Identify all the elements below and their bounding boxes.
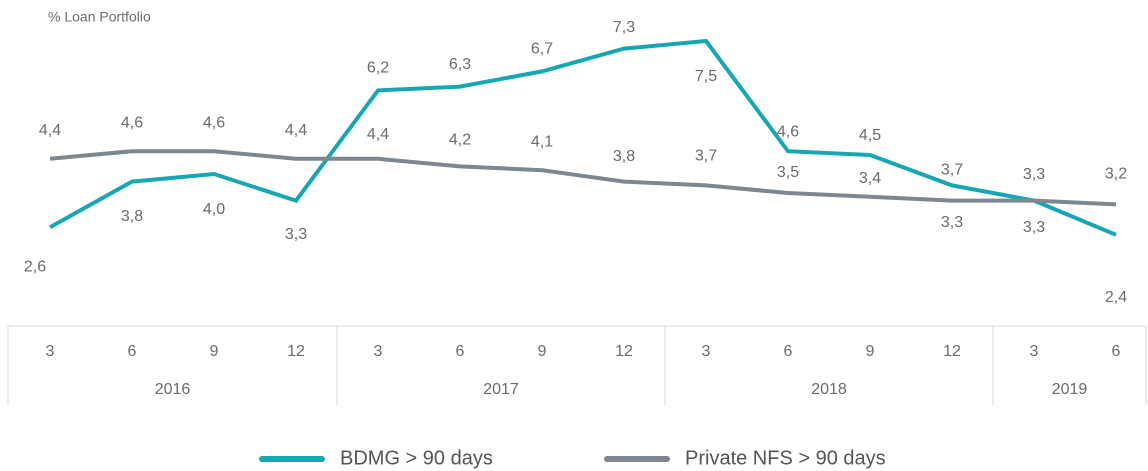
x-tick-label: 3 — [1030, 343, 1039, 360]
data-label: 4,0 — [203, 201, 225, 218]
data-label: 3,3 — [941, 214, 963, 231]
data-label: 4,4 — [367, 126, 389, 143]
data-label: 4,1 — [531, 133, 553, 150]
data-label: 4,4 — [285, 122, 307, 139]
x-tick-label: 6 — [1112, 343, 1121, 360]
data-label: 3,7 — [941, 162, 963, 179]
data-label: 6,2 — [367, 60, 389, 77]
x-tick-label: 9 — [210, 343, 219, 360]
x-tick-label: 9 — [538, 343, 547, 360]
data-label: 4,6 — [203, 114, 225, 131]
data-label: 3,7 — [695, 148, 717, 165]
x-tick-label: 12 — [287, 343, 305, 360]
x-tick-label: 12 — [615, 343, 633, 360]
data-label: 3,3 — [1023, 166, 1045, 183]
x-tick-label: 6 — [128, 343, 137, 360]
data-label: 2,6 — [24, 258, 46, 275]
axis-title: % Loan Portfolio — [48, 9, 151, 25]
data-label: 3,5 — [777, 164, 799, 181]
data-label: 4,2 — [449, 132, 471, 149]
data-label: 3,4 — [859, 170, 881, 187]
data-label: 3,3 — [285, 226, 307, 243]
data-label: 3,3 — [1023, 219, 1045, 236]
data-label: 6,3 — [449, 56, 471, 73]
x-tick-label: 3 — [702, 343, 711, 360]
data-label: 2,4 — [1105, 289, 1127, 306]
legend-label: Private NFS > 90 days — [685, 447, 886, 469]
group-label: 2019 — [1052, 381, 1088, 398]
x-tick-label: 9 — [866, 343, 875, 360]
x-tick-label: 6 — [784, 343, 793, 360]
legend-label: BDMG > 90 days — [340, 447, 493, 469]
data-label: 4,6 — [121, 114, 143, 131]
data-label: 3,8 — [613, 148, 635, 165]
data-label: 3,8 — [121, 208, 143, 225]
x-tick-label: 6 — [456, 343, 465, 360]
data-label: 4,5 — [859, 127, 881, 144]
data-label: 7,3 — [613, 19, 635, 36]
x-tick-label: 3 — [374, 343, 383, 360]
group-label: 2016 — [155, 381, 191, 398]
group-label: 2017 — [483, 381, 519, 398]
series-line — [49, 38, 1117, 237]
data-label: 6,7 — [531, 41, 553, 58]
x-tick-label: 12 — [943, 343, 961, 360]
data-label: 3,2 — [1105, 166, 1127, 183]
data-label: 4,4 — [39, 122, 61, 139]
data-label: 4,6 — [777, 123, 799, 140]
group-label: 2018 — [811, 381, 847, 398]
data-label: 7,5 — [695, 68, 717, 85]
x-tick-label: 3 — [46, 343, 55, 360]
series-line — [49, 149, 1117, 207]
